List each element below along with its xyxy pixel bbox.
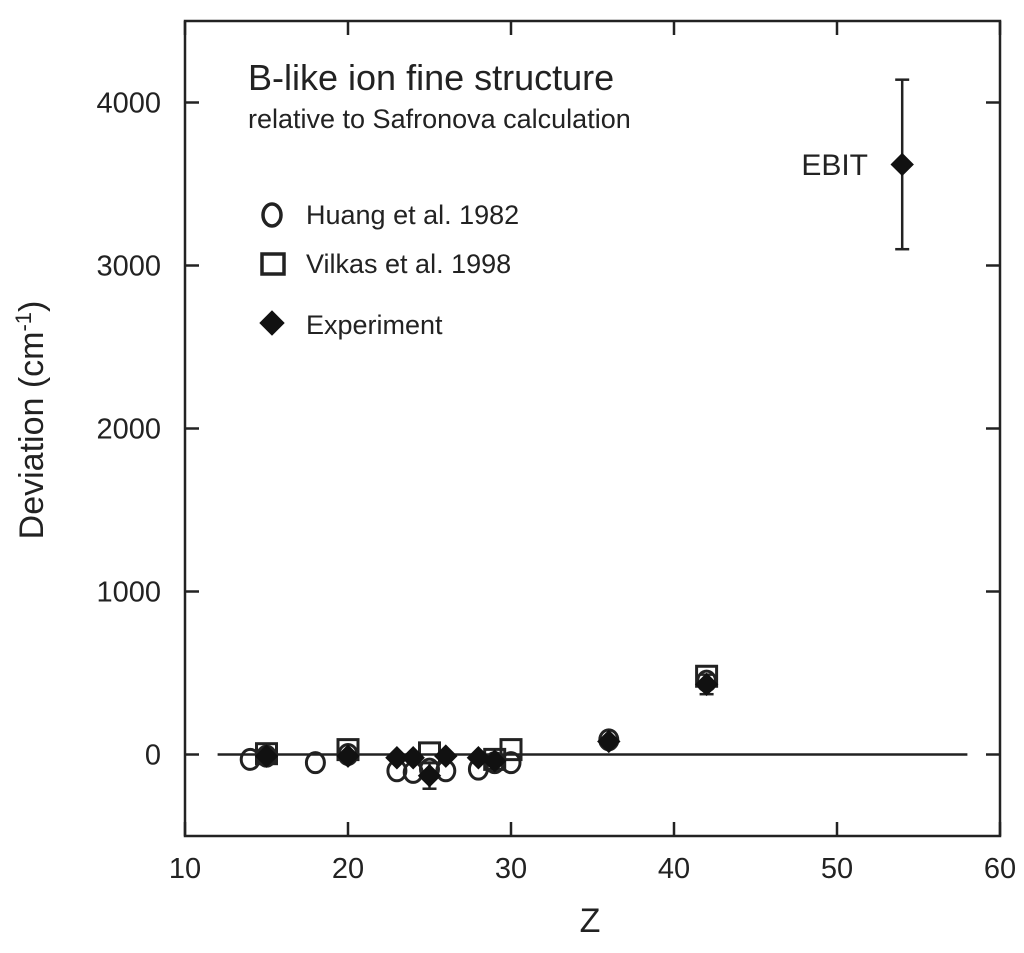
experiment-data-point	[434, 744, 458, 768]
legend-marker-diamond	[259, 310, 285, 336]
legend-marker-square	[260, 252, 286, 276]
legend-label-vilkas: Vilkas et al. 1998	[306, 249, 511, 279]
experiment-data-point	[417, 763, 442, 788]
x-tick-label: 10	[169, 853, 201, 885]
experiment-data-point	[336, 744, 360, 768]
y-axis-label-close: )	[13, 301, 51, 312]
legend: Huang et al. 1982 Vilkas et al. 1998 Exp…	[259, 200, 519, 340]
x-tick-label: 50	[821, 853, 853, 885]
experiment-data-point	[890, 152, 914, 177]
chart-subtitle: relative to Safronova calculation	[248, 104, 631, 134]
y-axis-label-superscript: -1	[11, 312, 36, 332]
y-axis-label-main: Deviation (cm	[13, 332, 51, 540]
legend-label-huang: Huang et al. 1982	[306, 200, 519, 230]
y-tick-label: 2000	[96, 414, 161, 446]
experiment-data-point	[597, 729, 621, 754]
experiment-data-point	[401, 746, 425, 770]
chart-title: B-like ion fine structure	[248, 57, 614, 98]
experiment-data-point	[385, 746, 409, 770]
x-tick-label: 40	[658, 853, 690, 885]
vilkas-data-point	[499, 738, 523, 762]
huang-data-point	[304, 751, 326, 775]
x-tick-label: 20	[332, 853, 364, 885]
x-tick-label: 60	[984, 853, 1016, 885]
experiment-data-point	[254, 744, 279, 768]
y-tick-label: 3000	[96, 251, 161, 283]
ticks-layer: 10 20 30 40 50 60 0 1000 2000 3000 4000	[96, 21, 1016, 885]
y-tick-label: 1000	[96, 577, 161, 609]
experiment-data-point	[482, 749, 507, 773]
plot-frame	[183, 19, 1002, 838]
x-tick-label: 30	[495, 853, 527, 885]
experiment-data-point	[466, 746, 491, 770]
legend-marker-circle	[261, 202, 283, 228]
svg-text:Deviation (cm-1): Deviation (cm-1)	[11, 301, 51, 540]
y-tick-label: 4000	[96, 88, 161, 120]
series-layer	[239, 78, 914, 790]
legend-label-experiment: Experiment	[306, 310, 443, 340]
x-axis-label: Z	[580, 902, 601, 940]
y-tick-label: 0	[145, 740, 161, 772]
y-axis-label: Deviation (cm-1)	[11, 301, 51, 540]
annotation-ebit: EBIT	[801, 149, 868, 182]
experiment-data-point	[694, 672, 719, 697]
